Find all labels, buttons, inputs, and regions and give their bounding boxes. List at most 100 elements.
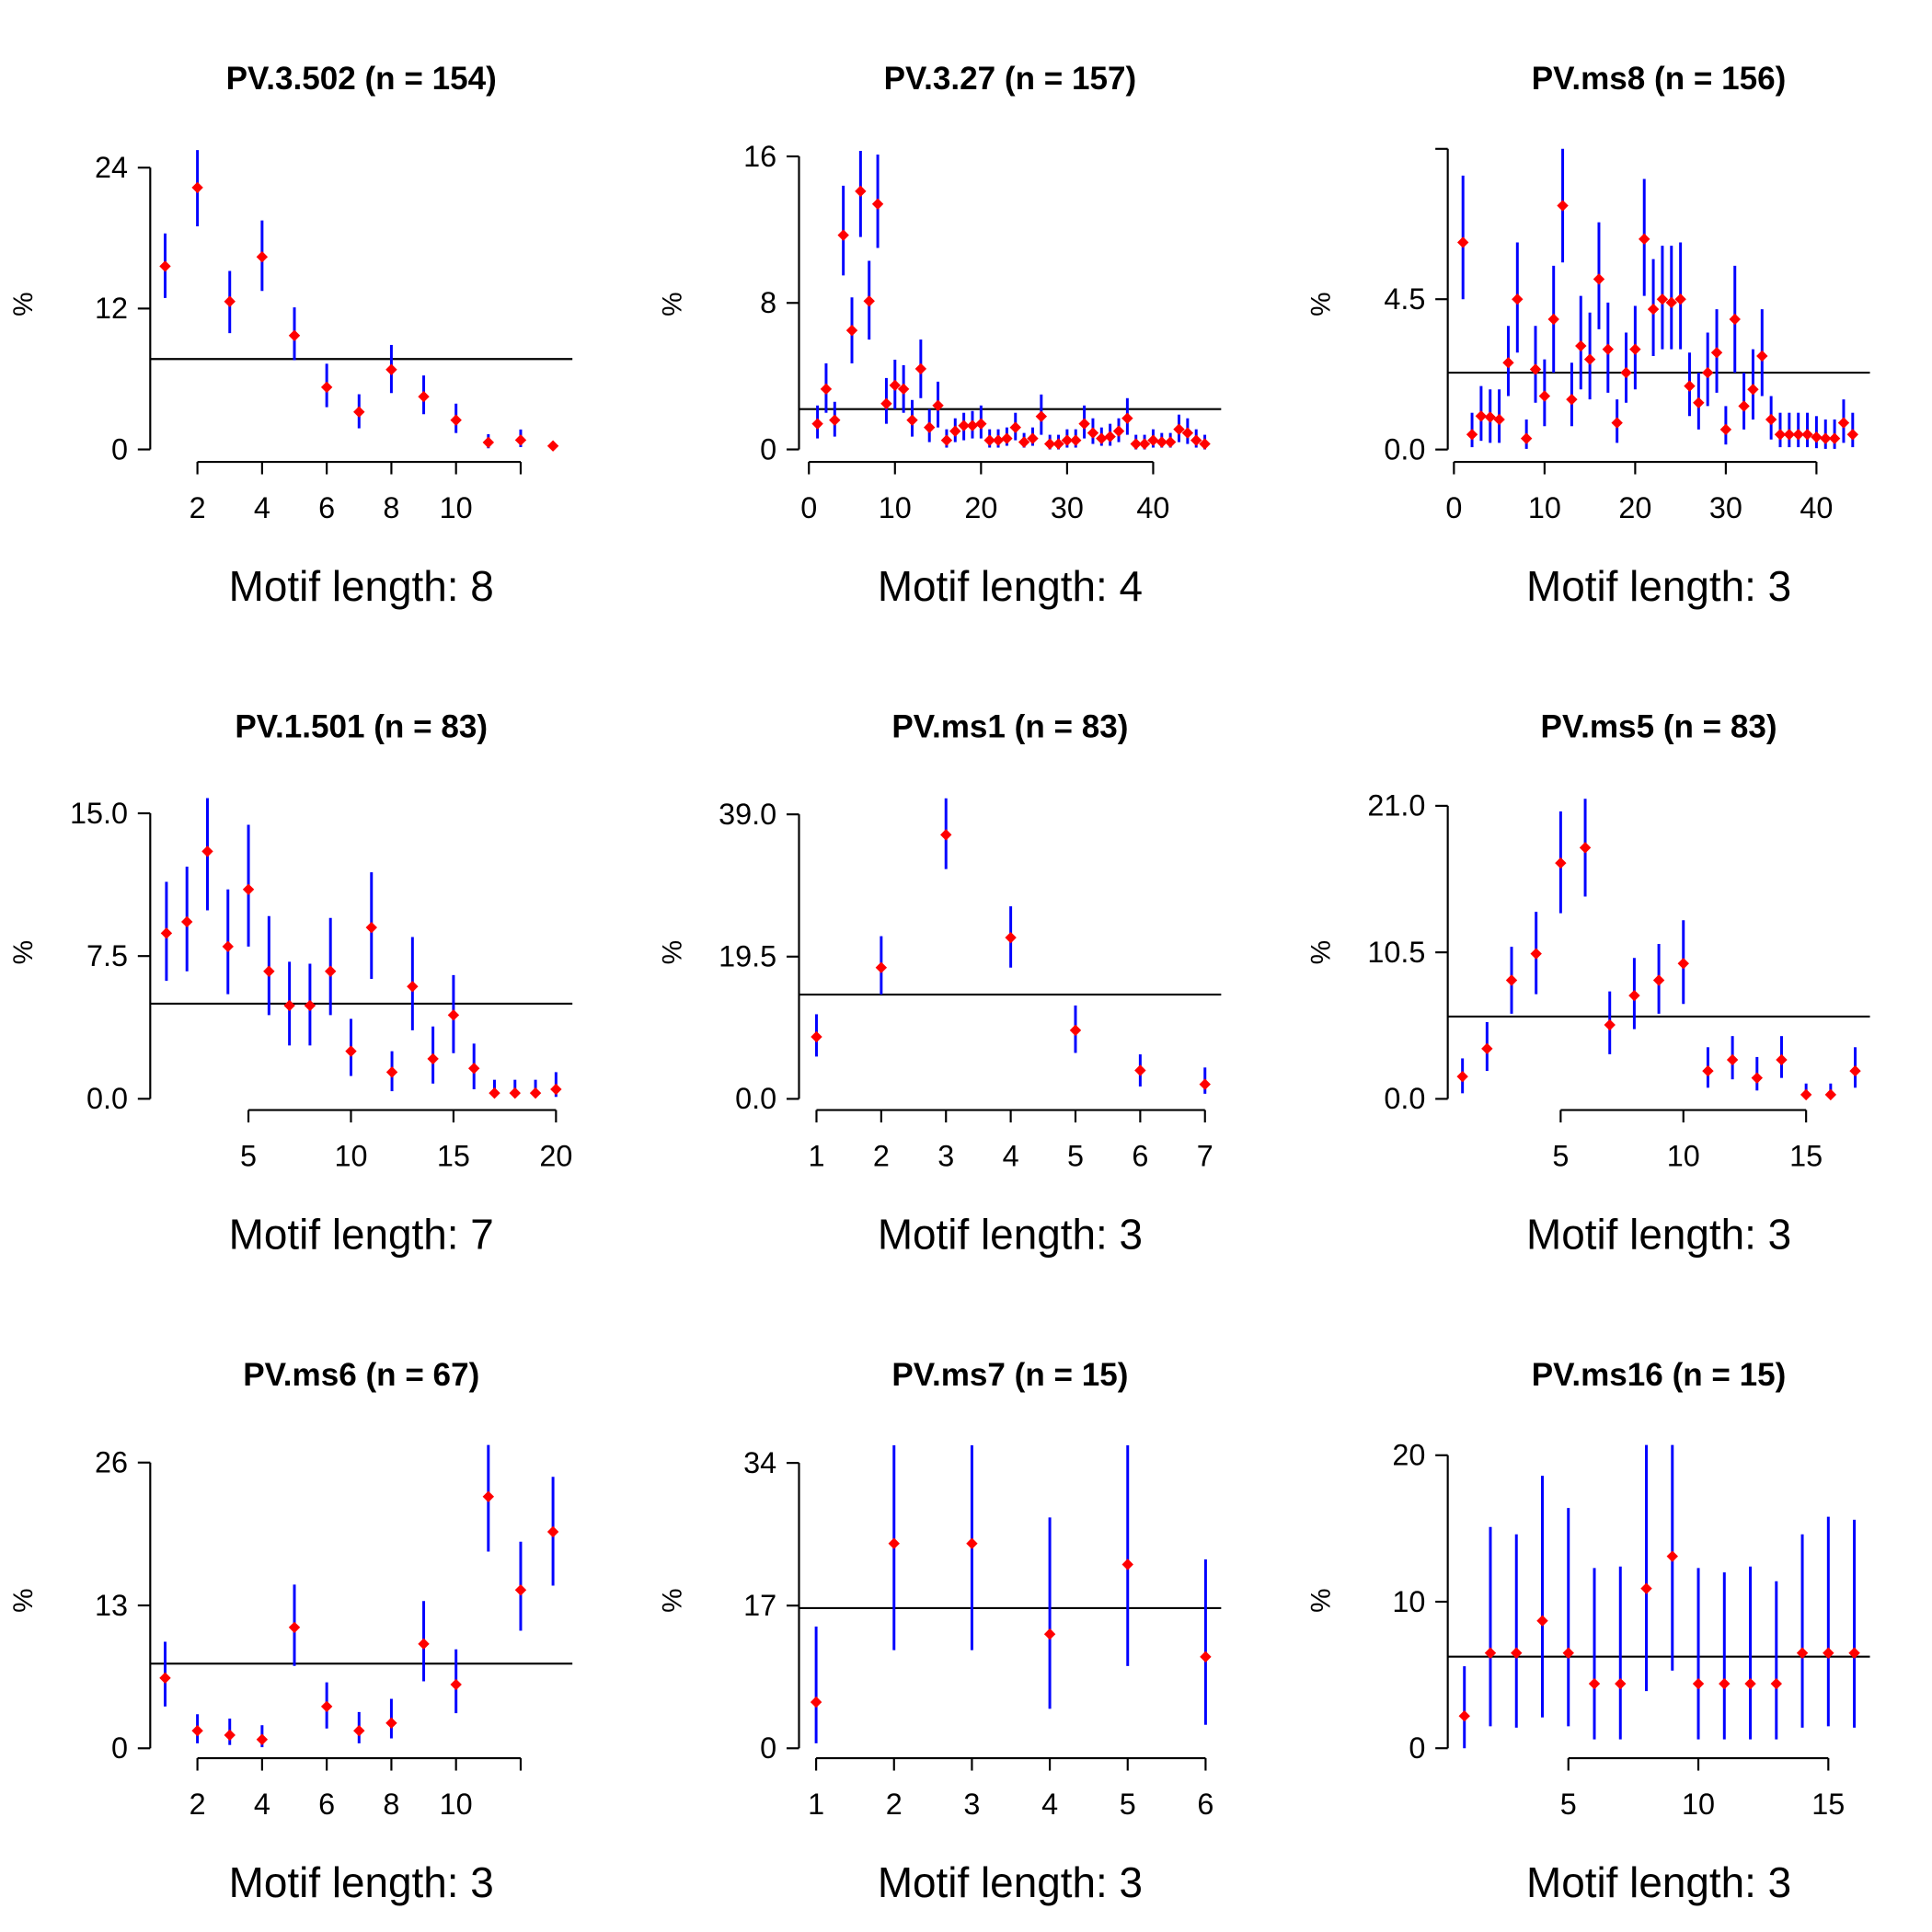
point [1666,1550,1678,1562]
point [829,414,841,426]
y-tick-label: 34 [743,1446,776,1479]
x-tick-label: 4 [254,1788,270,1821]
point [447,1009,460,1021]
y-tick-label: 26 [95,1446,128,1479]
point [940,829,952,841]
y-axis-label: % [1305,940,1336,964]
x-tick-label: 8 [383,1788,399,1821]
point [489,1087,500,1099]
panel-title: PV.ms5 (n = 83) [1541,709,1777,745]
y-tick-label: 0.0 [735,1082,776,1115]
point [923,421,936,433]
point [365,921,377,934]
point [482,436,495,449]
y-tick-label: 0 [111,432,128,466]
x-tick-label: 30 [1709,491,1742,524]
point [1121,412,1133,424]
point [1783,429,1796,441]
point [1652,974,1665,986]
y-axis-label: % [8,940,39,964]
point [1087,427,1099,439]
x-axis-label: Motif length: 4 [878,562,1143,610]
point [1800,1088,1812,1101]
point [1774,429,1787,441]
point [1018,436,1030,448]
x-tick-label: 4 [254,491,270,524]
x-tick-label: 10 [1682,1788,1715,1821]
x-tick-label: 20 [964,491,997,524]
point [1529,363,1542,375]
point [1069,1024,1082,1037]
x-tick-label: 20 [539,1139,572,1172]
point [482,1490,495,1502]
point [1677,958,1689,970]
y-tick-label: 0 [1409,1731,1425,1765]
point [1070,434,1082,446]
point [1693,397,1705,408]
point [958,420,970,431]
panel: PV.ms8 (n = 156) Motif length: 3% 0.0 4.5 0 1… [1305,61,1870,610]
point [837,229,849,241]
point [1770,1677,1783,1690]
point [1466,429,1478,441]
point [1484,411,1496,423]
point [256,251,269,263]
point [1052,438,1064,450]
x-tick-label: 4 [1041,1788,1058,1821]
y-axis-label: % [657,940,687,964]
point [1481,1042,1493,1055]
point [1738,400,1750,412]
point [160,927,173,939]
point [932,399,944,411]
point [1729,313,1741,326]
point [1484,1647,1497,1659]
point [1588,1677,1601,1690]
point [1512,293,1524,305]
panel-title: PV.3.27 (n = 157) [884,61,1137,97]
point [546,1525,559,1538]
point [320,1700,333,1713]
point [1628,989,1640,1002]
x-tick-label: 3 [937,1139,954,1172]
y-tick-label: 39.0 [719,798,776,831]
panel-title: PV.ms1 (n = 83) [891,709,1128,745]
point [1199,438,1211,450]
x-tick-label: 10 [334,1139,367,1172]
panel-title: PV.ms16 (n = 15) [1532,1357,1787,1393]
point [1776,1053,1788,1066]
x-tick-label: 40 [1800,491,1833,524]
panel: PV.1.501 (n = 83) Motif length: 7% 0.0 7.5 1… [8,709,572,1259]
point [467,1063,480,1075]
point [1458,1709,1470,1722]
point [940,434,953,446]
point [546,440,559,452]
x-tick-label: 0 [800,491,817,524]
point [304,999,316,1012]
point [1078,418,1090,430]
point [1566,393,1578,406]
point [1096,432,1108,444]
point [949,425,961,437]
point [418,390,430,403]
y-tick-label: 20 [1392,1439,1425,1472]
point [1505,974,1518,986]
x-axis-label: Motif length: 3 [229,1858,494,1906]
y-tick-label: 19.5 [719,940,776,973]
point [288,1621,301,1634]
point [975,418,987,430]
point [906,414,918,426]
point [1061,434,1074,446]
x-tick-label: 2 [190,491,206,524]
x-tick-label: 2 [873,1139,890,1172]
x-tick-label: 10 [1528,491,1561,524]
point [1112,425,1125,437]
x-tick-label: 8 [383,491,399,524]
point [1547,313,1559,326]
point [407,981,419,993]
y-axis-label: % [8,1588,39,1612]
panel-title: PV.ms7 (n = 15) [891,1357,1128,1393]
point [1027,432,1039,444]
point [1702,1064,1714,1077]
point [385,363,397,375]
